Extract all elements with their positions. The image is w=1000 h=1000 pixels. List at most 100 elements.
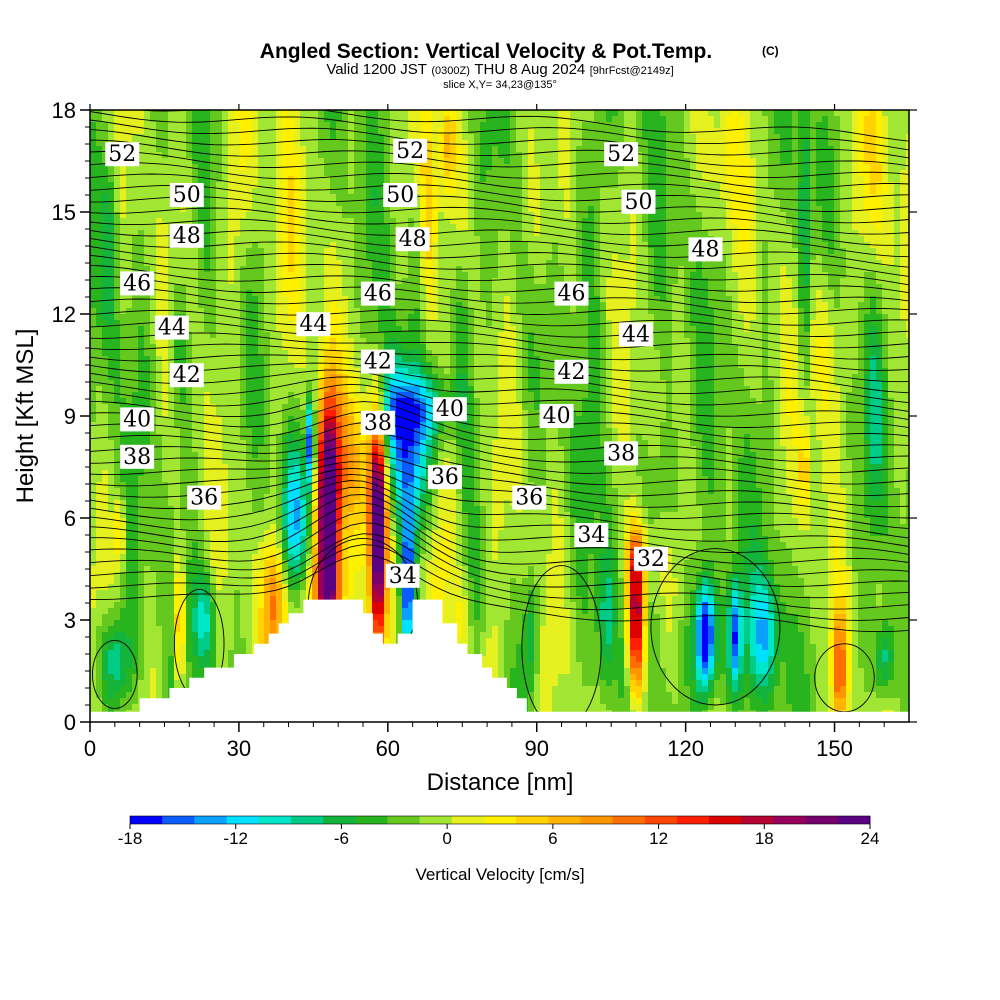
w-cell (738, 116, 745, 123)
w-cell (126, 236, 133, 243)
w-cell (306, 218, 313, 225)
w-cell (612, 164, 619, 171)
w-cell (564, 194, 571, 201)
w-cell (894, 122, 901, 129)
w-cell (648, 182, 655, 189)
w-cell (102, 182, 109, 189)
w-cell (588, 224, 595, 231)
w-cell (906, 134, 909, 141)
w-cell (306, 242, 313, 249)
w-cell (588, 194, 595, 201)
w-cell (360, 128, 367, 135)
w-cell (768, 224, 775, 231)
w-cell (390, 224, 397, 231)
w-cell (540, 278, 547, 285)
w-cell (864, 278, 871, 285)
w-cell (216, 128, 223, 135)
w-cell (786, 200, 793, 207)
w-cell (222, 188, 229, 195)
w-cell (534, 314, 541, 321)
w-cell (474, 194, 481, 201)
w-cell (528, 206, 535, 213)
w-cell (714, 182, 721, 189)
w-cell (732, 116, 739, 123)
w-cell (420, 170, 427, 177)
w-cell (708, 188, 715, 195)
w-cell (432, 122, 439, 129)
w-cell (582, 308, 589, 315)
w-cell (432, 242, 439, 249)
w-cell (834, 296, 841, 303)
w-cell (252, 194, 259, 201)
w-cell (738, 146, 745, 153)
w-cell (372, 122, 379, 129)
w-cell (882, 206, 889, 213)
w-cell (216, 206, 223, 213)
w-cell (636, 158, 643, 165)
w-cell (780, 248, 787, 255)
w-cell (852, 278, 859, 285)
w-cell (702, 122, 709, 129)
w-cell (600, 212, 607, 219)
w-cell (768, 200, 775, 207)
w-cell (336, 188, 343, 195)
w-cell (678, 260, 685, 267)
w-cell (546, 290, 553, 297)
w-cell (120, 164, 127, 171)
w-cell (108, 308, 115, 315)
w-cell (504, 110, 511, 117)
w-cell (834, 314, 841, 321)
w-cell (120, 194, 127, 201)
w-cell (138, 230, 145, 237)
w-cell (276, 128, 283, 135)
w-cell (678, 194, 685, 201)
w-cell (834, 230, 841, 237)
w-cell (132, 170, 139, 177)
w-cell (906, 218, 909, 225)
w-cell (486, 266, 493, 273)
w-cell (450, 236, 457, 243)
w-cell (156, 254, 163, 261)
w-cell (828, 224, 835, 231)
w-cell (162, 260, 169, 267)
w-cell (648, 242, 655, 249)
w-cell (678, 122, 685, 129)
w-cell (108, 248, 115, 255)
w-cell (678, 134, 685, 141)
w-cell (888, 272, 895, 279)
w-cell (114, 308, 121, 315)
w-cell (546, 122, 553, 129)
w-cell (396, 290, 403, 297)
w-cell (336, 248, 343, 255)
w-cell (876, 188, 883, 195)
w-cell (162, 170, 169, 177)
w-cell (876, 200, 883, 207)
w-cell (450, 146, 457, 153)
w-cell (648, 314, 655, 321)
w-cell (696, 278, 703, 285)
w-cell (774, 182, 781, 189)
w-cell (552, 260, 559, 267)
w-cell (180, 152, 187, 159)
w-cell (252, 146, 259, 153)
w-cell (426, 212, 433, 219)
w-cell (900, 206, 907, 213)
w-cell (894, 188, 901, 195)
w-cell (390, 212, 397, 219)
w-cell (654, 302, 661, 309)
w-cell (882, 152, 889, 159)
w-cell (498, 254, 505, 261)
w-cell (654, 224, 661, 231)
w-cell (318, 284, 325, 291)
w-cell (804, 320, 811, 327)
w-cell (756, 260, 763, 267)
w-cell (198, 254, 205, 261)
w-cell (456, 170, 463, 177)
w-cell (858, 116, 865, 123)
w-cell (882, 158, 889, 165)
w-cell (738, 200, 745, 207)
w-cell (846, 188, 853, 195)
w-cell (750, 170, 757, 177)
w-cell (558, 236, 565, 243)
w-cell (588, 128, 595, 135)
